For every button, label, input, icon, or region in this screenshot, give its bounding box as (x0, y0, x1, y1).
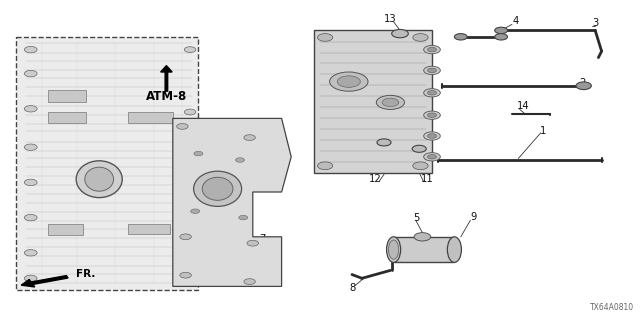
Circle shape (24, 144, 37, 150)
Circle shape (244, 135, 255, 140)
Bar (128, 112, 173, 123)
Text: FR.: FR. (76, 269, 95, 279)
Circle shape (24, 179, 37, 186)
Circle shape (236, 158, 244, 162)
Circle shape (454, 34, 467, 40)
Circle shape (424, 66, 440, 75)
Text: 13: 13 (384, 13, 397, 24)
Text: 1: 1 (540, 125, 546, 136)
Circle shape (412, 145, 426, 152)
Circle shape (24, 70, 37, 77)
Bar (128, 224, 170, 234)
Circle shape (424, 153, 440, 161)
Circle shape (495, 27, 508, 34)
Circle shape (495, 34, 508, 40)
Text: 11: 11 (421, 174, 434, 184)
Text: 8: 8 (349, 283, 355, 293)
Text: 12: 12 (369, 174, 381, 184)
Circle shape (239, 215, 248, 220)
Circle shape (184, 180, 196, 185)
Ellipse shape (76, 161, 122, 198)
Ellipse shape (387, 237, 401, 262)
Bar (48, 90, 86, 102)
Circle shape (424, 89, 440, 97)
Text: 2: 2 (579, 77, 586, 88)
Bar (48, 112, 86, 123)
Text: 3: 3 (592, 18, 598, 28)
Ellipse shape (388, 240, 399, 259)
Ellipse shape (447, 237, 461, 262)
Circle shape (428, 134, 436, 138)
Text: 9: 9 (470, 212, 477, 222)
Circle shape (244, 279, 255, 284)
Circle shape (428, 47, 436, 52)
Circle shape (317, 34, 333, 41)
Circle shape (428, 113, 436, 117)
Circle shape (177, 124, 188, 129)
Circle shape (413, 34, 428, 41)
FancyArrow shape (21, 276, 68, 287)
Circle shape (24, 214, 37, 221)
Ellipse shape (202, 177, 233, 200)
Circle shape (428, 155, 436, 159)
Circle shape (184, 109, 196, 115)
Text: 5: 5 (413, 212, 419, 223)
Circle shape (24, 250, 37, 256)
Circle shape (184, 47, 196, 52)
Circle shape (24, 106, 37, 112)
Bar (48, 224, 83, 235)
Circle shape (428, 91, 436, 95)
Polygon shape (173, 118, 291, 286)
Text: 7: 7 (259, 234, 266, 244)
Text: ATM-8: ATM-8 (146, 90, 187, 102)
Circle shape (428, 68, 436, 73)
Ellipse shape (85, 167, 114, 191)
Text: TX64A0810: TX64A0810 (589, 303, 634, 312)
Circle shape (413, 162, 428, 170)
Circle shape (424, 111, 440, 119)
Circle shape (330, 72, 368, 91)
Text: 4: 4 (512, 16, 518, 26)
Circle shape (191, 209, 200, 213)
Text: 14: 14 (517, 101, 530, 111)
FancyArrow shape (161, 66, 172, 91)
Circle shape (392, 29, 408, 38)
Circle shape (424, 45, 440, 54)
Bar (16, 37, 198, 290)
Circle shape (337, 76, 360, 87)
Circle shape (180, 234, 191, 240)
Text: 6: 6 (339, 52, 346, 62)
Text: 10: 10 (210, 132, 223, 142)
Circle shape (382, 98, 399, 107)
Circle shape (424, 132, 440, 140)
Bar (314, 30, 432, 173)
Circle shape (377, 139, 391, 146)
Circle shape (247, 240, 259, 246)
Text: 10: 10 (173, 237, 186, 248)
Circle shape (376, 95, 404, 109)
Circle shape (184, 269, 196, 275)
Circle shape (194, 151, 203, 156)
Circle shape (414, 233, 431, 241)
Circle shape (317, 162, 333, 170)
Ellipse shape (194, 171, 242, 206)
Bar (394, 237, 454, 262)
Circle shape (24, 275, 37, 282)
Circle shape (180, 272, 191, 278)
Circle shape (576, 82, 591, 90)
Circle shape (24, 46, 37, 53)
